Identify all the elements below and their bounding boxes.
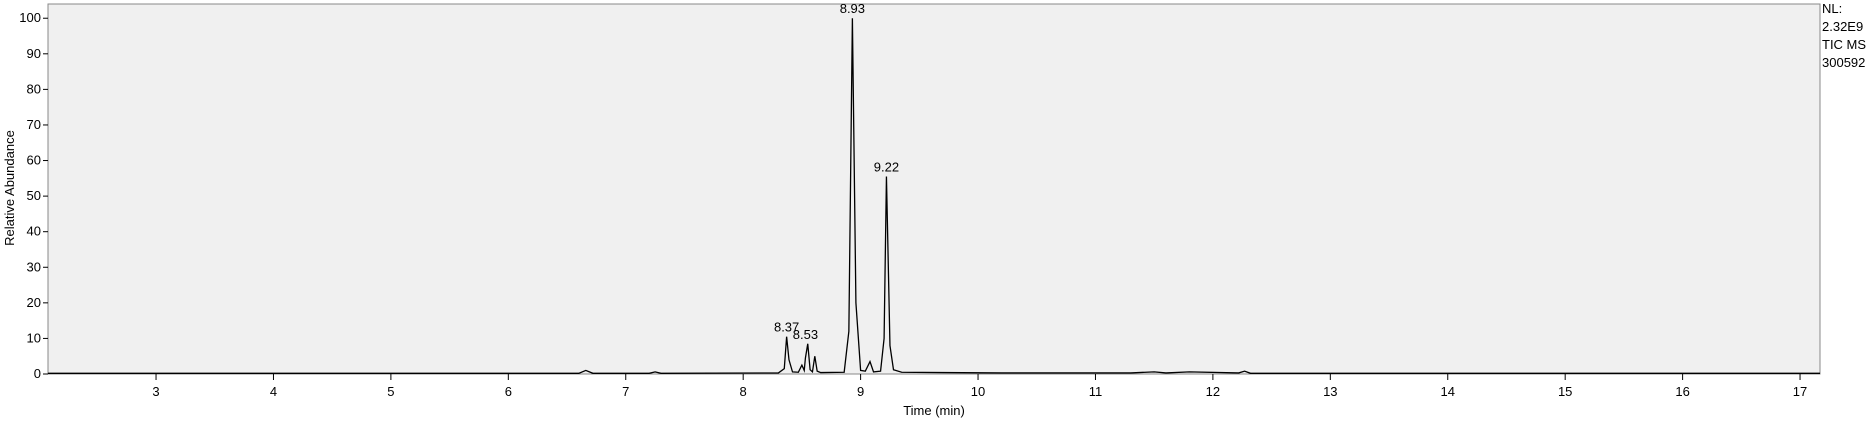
side-info: TIC MS: [1822, 37, 1866, 52]
x-tick-label: 8: [740, 384, 747, 399]
y-tick-label: 60: [27, 153, 41, 168]
y-tick-label: 80: [27, 81, 41, 96]
y-tick-label: 70: [27, 117, 41, 132]
y-tick-label: 50: [27, 188, 41, 203]
y-axis-title: Relative Abundance: [2, 130, 17, 246]
y-tick-label: 90: [27, 46, 41, 61]
peak-label: 8.37: [774, 320, 799, 335]
y-tick-label: 0: [34, 366, 41, 381]
peak-label: 8.93: [840, 1, 865, 16]
peak-label: 9.22: [874, 160, 899, 175]
plot-area: [47, 3, 1821, 375]
x-tick-label: 15: [1558, 384, 1572, 399]
x-axis-title: Time (min): [903, 403, 965, 418]
x-tick-label: 4: [270, 384, 277, 399]
peak-label: 8.53: [793, 327, 818, 342]
side-info: NL:: [1822, 1, 1842, 16]
y-tick-label: 20: [27, 295, 41, 310]
x-tick-label: 14: [1441, 384, 1455, 399]
y-tick-label: 100: [19, 10, 41, 25]
side-info: 2.32E9: [1822, 19, 1863, 34]
x-tick-label: 3: [152, 384, 159, 399]
x-tick-label: 13: [1323, 384, 1337, 399]
y-tick-label: 40: [27, 224, 41, 239]
x-tick-label: 12: [1206, 384, 1220, 399]
y-tick-label: 10: [27, 330, 41, 345]
chromatogram-line: [48, 18, 1820, 374]
side-info: 300592: [1822, 55, 1865, 70]
x-tick-label: 17: [1793, 384, 1807, 399]
x-tick-label: 16: [1675, 384, 1689, 399]
x-tick-label: 10: [971, 384, 985, 399]
x-tick-label: 7: [622, 384, 629, 399]
x-tick-label: 11: [1089, 384, 1103, 399]
x-tick-label: 9: [857, 384, 864, 399]
y-tick-label: 30: [27, 259, 41, 274]
x-tick-label: 5: [387, 384, 394, 399]
x-tick-label: 6: [505, 384, 512, 399]
